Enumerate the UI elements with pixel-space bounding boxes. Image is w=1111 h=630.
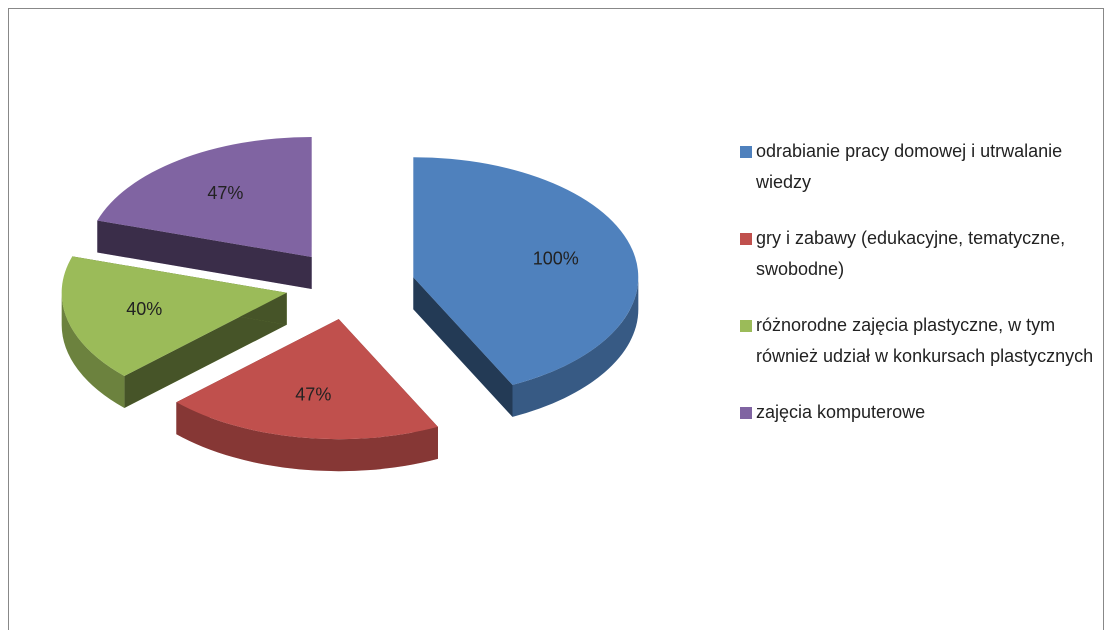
legend-item: zajęcia komputerowe (740, 397, 1100, 428)
slice-side (176, 402, 438, 472)
slice (97, 137, 312, 257)
labels: 100% 47% 40% 47% (126, 183, 579, 405)
legend-item: gry i zabawy (edukacyjne, tematyczne, sw… (740, 223, 1100, 285)
slice (413, 157, 639, 385)
slice-shade (61, 292, 125, 408)
legend-label: różnorodne zajęcia plastyczne, w tym rów… (756, 315, 1094, 366)
slice-side (61, 292, 125, 408)
slice-shade (176, 402, 438, 472)
legend-swatch (740, 233, 752, 245)
slice-shade (97, 220, 312, 289)
data-label: 47% (207, 183, 243, 203)
slice (176, 319, 438, 440)
data-label: 47% (295, 385, 331, 405)
legend: odrabianie pracy domowej i utrwalanie wi… (740, 136, 1100, 453)
legend-label: odrabianie pracy domowej i utrwalanie wi… (756, 141, 1063, 192)
legend-label: gry i zabawy (edukacyjne, tematyczne, sw… (756, 228, 1066, 279)
legend-label: zajęcia komputerowe (756, 402, 926, 422)
slice (61, 256, 287, 376)
slice-shade (413, 277, 513, 417)
slice-shade (124, 292, 287, 408)
legend-swatch (740, 320, 752, 332)
legend-item: różnorodne zajęcia plastyczne, w tym rów… (740, 310, 1100, 372)
legend-swatch (740, 146, 752, 158)
legend-item: odrabianie pracy domowej i utrwalanie wi… (740, 136, 1100, 198)
frame (8, 8, 1104, 630)
data-label: 100% (533, 248, 579, 268)
tops (61, 137, 639, 440)
legend-swatch (740, 407, 752, 419)
slice-side (512, 277, 639, 417)
data-label: 40% (126, 299, 162, 319)
slice-shade (512, 277, 639, 417)
